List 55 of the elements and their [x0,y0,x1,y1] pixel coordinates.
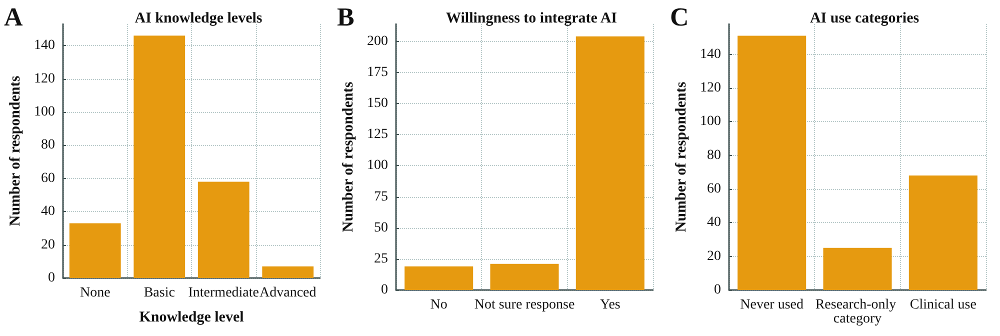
bar [490,264,559,290]
y-tick-label: 100 [700,114,721,130]
y-tick-label: 0 [714,282,721,298]
y-tick-label: 50 [374,220,388,236]
chart-title: AI knowledge levels [134,10,262,26]
chart-title: Willingness to integrate AI [446,10,618,26]
bar [134,36,186,278]
bar [738,36,806,290]
bar [198,182,250,278]
y-tick-label: 120 [34,71,55,86]
x-tick-label: Basic [144,286,175,300]
y-tick-label: 20 [707,248,721,264]
bar [823,248,892,290]
y-tick-label: 60 [41,170,55,186]
bar [908,176,978,290]
bar [576,36,644,290]
y-tick-label: 150 [367,96,388,112]
y-tick-label: 125 [367,127,388,142]
x-tick-label: Clinical use [910,298,976,312]
y-tick-label: 175 [367,64,388,80]
x-axis-title: Knowledge level [139,310,244,326]
x-tick-label: Research-only category [815,298,900,326]
y-tick-label: 200 [367,34,388,49]
y-tick-label: 0 [381,282,388,298]
x-tick-label: Yes [600,298,620,312]
y-tick-label: 120 [700,80,721,96]
y-tick-label: 25 [374,251,388,266]
y-axis-title: Number of respondents [8,76,24,226]
text: C [670,2,689,32]
y-tick-label: 40 [707,215,721,230]
y-tick-label: 75 [374,189,388,204]
x-tick-label: Advanced [259,286,316,300]
x-tick-label: Intermediate [188,286,259,300]
x-tick-label: None [80,286,110,300]
y-tick-label: 80 [707,148,721,163]
y-tick-label: 80 [41,138,55,153]
text: A [4,2,23,32]
chart-title: AI use categories [810,10,920,26]
x-tick-label: Not sure response [474,298,575,312]
text: B [337,2,354,32]
x-tick-label: Never used [740,298,804,312]
y-tick-label: 100 [34,104,55,120]
y-tick-label: 60 [707,181,721,196]
y-tick-label: 20 [41,237,55,252]
y-tick-label: 100 [367,158,388,174]
bar [404,266,474,290]
y-tick-label: 140 [34,38,55,54]
y-axis-title: Number of respondents [340,82,356,232]
y-tick-label: 0 [48,270,55,286]
bar [262,266,314,278]
x-tick-label: No [430,298,448,312]
y-tick-label: 40 [41,204,55,220]
y-axis-title: Number of respondents [674,82,690,232]
bar [69,223,121,278]
y-tick-label: 140 [700,46,721,62]
